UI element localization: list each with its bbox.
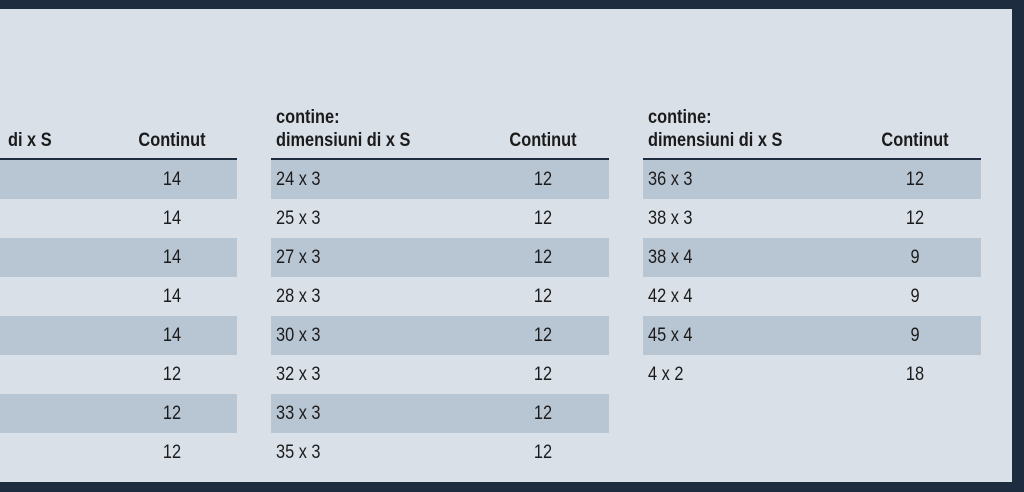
table-3: contine: dimensiuni di x S Continut 36 x… [643, 9, 981, 394]
table-row: 12 [0, 394, 237, 433]
table-row: 32 x 3 12 [271, 355, 609, 394]
dimension-cell: 38 x 3 [648, 208, 693, 229]
table-1: di x S Continut 14 14 14 14 14 12 12 12 [0, 9, 237, 472]
table-row: 14 [0, 160, 237, 199]
dimension-cell: 42 x 4 [648, 286, 693, 307]
qty-cell: 12 [905, 208, 925, 229]
qty-cell: 12 [533, 403, 553, 424]
qty-cell: 12 [162, 403, 182, 424]
dimension-cell: 24 x 3 [276, 169, 321, 190]
column-header-dimensions: dimensiuni di x S [648, 130, 783, 151]
table-2: contine: dimensiuni di x S Continut 24 x… [271, 9, 609, 472]
table-row: 35 x 3 12 [271, 433, 609, 472]
qty-cell: 12 [533, 442, 553, 463]
product-table-panel: di x S Continut 14 14 14 14 14 12 12 12 … [0, 9, 1012, 482]
table-row: 24 x 3 12 [271, 160, 609, 199]
column-header-dimensions: di x S [8, 130, 52, 151]
qty-cell: 12 [533, 364, 553, 385]
dimension-cell: 35 x 3 [276, 442, 321, 463]
dimension-cell: 36 x 3 [648, 169, 693, 190]
table-row: 27 x 3 12 [271, 238, 609, 277]
qty-cell: 12 [533, 286, 553, 307]
table-row: 14 [0, 238, 237, 277]
qty-cell: 14 [162, 286, 182, 307]
table-row: 14 [0, 199, 237, 238]
table-row: 4 x 2 18 [643, 355, 981, 394]
dimension-cell: 25 x 3 [276, 208, 321, 229]
table-row: 14 [0, 316, 237, 355]
qty-cell: 12 [162, 442, 182, 463]
qty-cell: 12 [162, 364, 182, 385]
qty-cell: 9 [910, 325, 920, 346]
table-row: 12 [0, 355, 237, 394]
qty-cell: 12 [533, 247, 553, 268]
table-row: 12 [0, 433, 237, 472]
table-3-header: contine: dimensiuni di x S Continut [643, 9, 981, 160]
column-header-content: Continut [138, 130, 206, 151]
table-row: 25 x 3 12 [271, 199, 609, 238]
table-1-header: di x S Continut [0, 9, 237, 160]
table-row: 14 [0, 277, 237, 316]
qty-cell: 12 [533, 169, 553, 190]
table-row: 42 x 4 9 [643, 277, 981, 316]
table-row: 38 x 4 9 [643, 238, 981, 277]
column-header-contains: contine: [276, 107, 340, 128]
table-row: 28 x 3 12 [271, 277, 609, 316]
dimension-cell: 33 x 3 [276, 403, 321, 424]
column-header-contains: contine: [648, 107, 712, 128]
qty-cell: 14 [162, 247, 182, 268]
qty-cell: 18 [905, 364, 925, 385]
column-header-dimensions: dimensiuni di x S [276, 130, 411, 151]
dimension-cell: 45 x 4 [648, 325, 693, 346]
qty-cell: 12 [533, 208, 553, 229]
qty-cell: 14 [162, 208, 182, 229]
table-row: 38 x 3 12 [643, 199, 981, 238]
qty-cell: 9 [910, 247, 920, 268]
column-header-content: Continut [509, 130, 577, 151]
dimension-cell: 4 x 2 [648, 364, 684, 385]
dimension-cell: 38 x 4 [648, 247, 693, 268]
table-row: 36 x 3 12 [643, 160, 981, 199]
table-row: 45 x 4 9 [643, 316, 981, 355]
dimension-cell: 28 x 3 [276, 286, 321, 307]
table-2-header: contine: dimensiuni di x S Continut [271, 9, 609, 160]
dimension-cell: 30 x 3 [276, 325, 321, 346]
qty-cell: 14 [162, 169, 182, 190]
column-header-content: Continut [881, 130, 949, 151]
dimension-cell: 32 x 3 [276, 364, 321, 385]
table-row: 30 x 3 12 [271, 316, 609, 355]
qty-cell: 12 [905, 169, 925, 190]
table-row: 33 x 3 12 [271, 394, 609, 433]
qty-cell: 14 [162, 325, 182, 346]
qty-cell: 12 [533, 325, 553, 346]
dimension-cell: 27 x 3 [276, 247, 321, 268]
qty-cell: 9 [910, 286, 920, 307]
